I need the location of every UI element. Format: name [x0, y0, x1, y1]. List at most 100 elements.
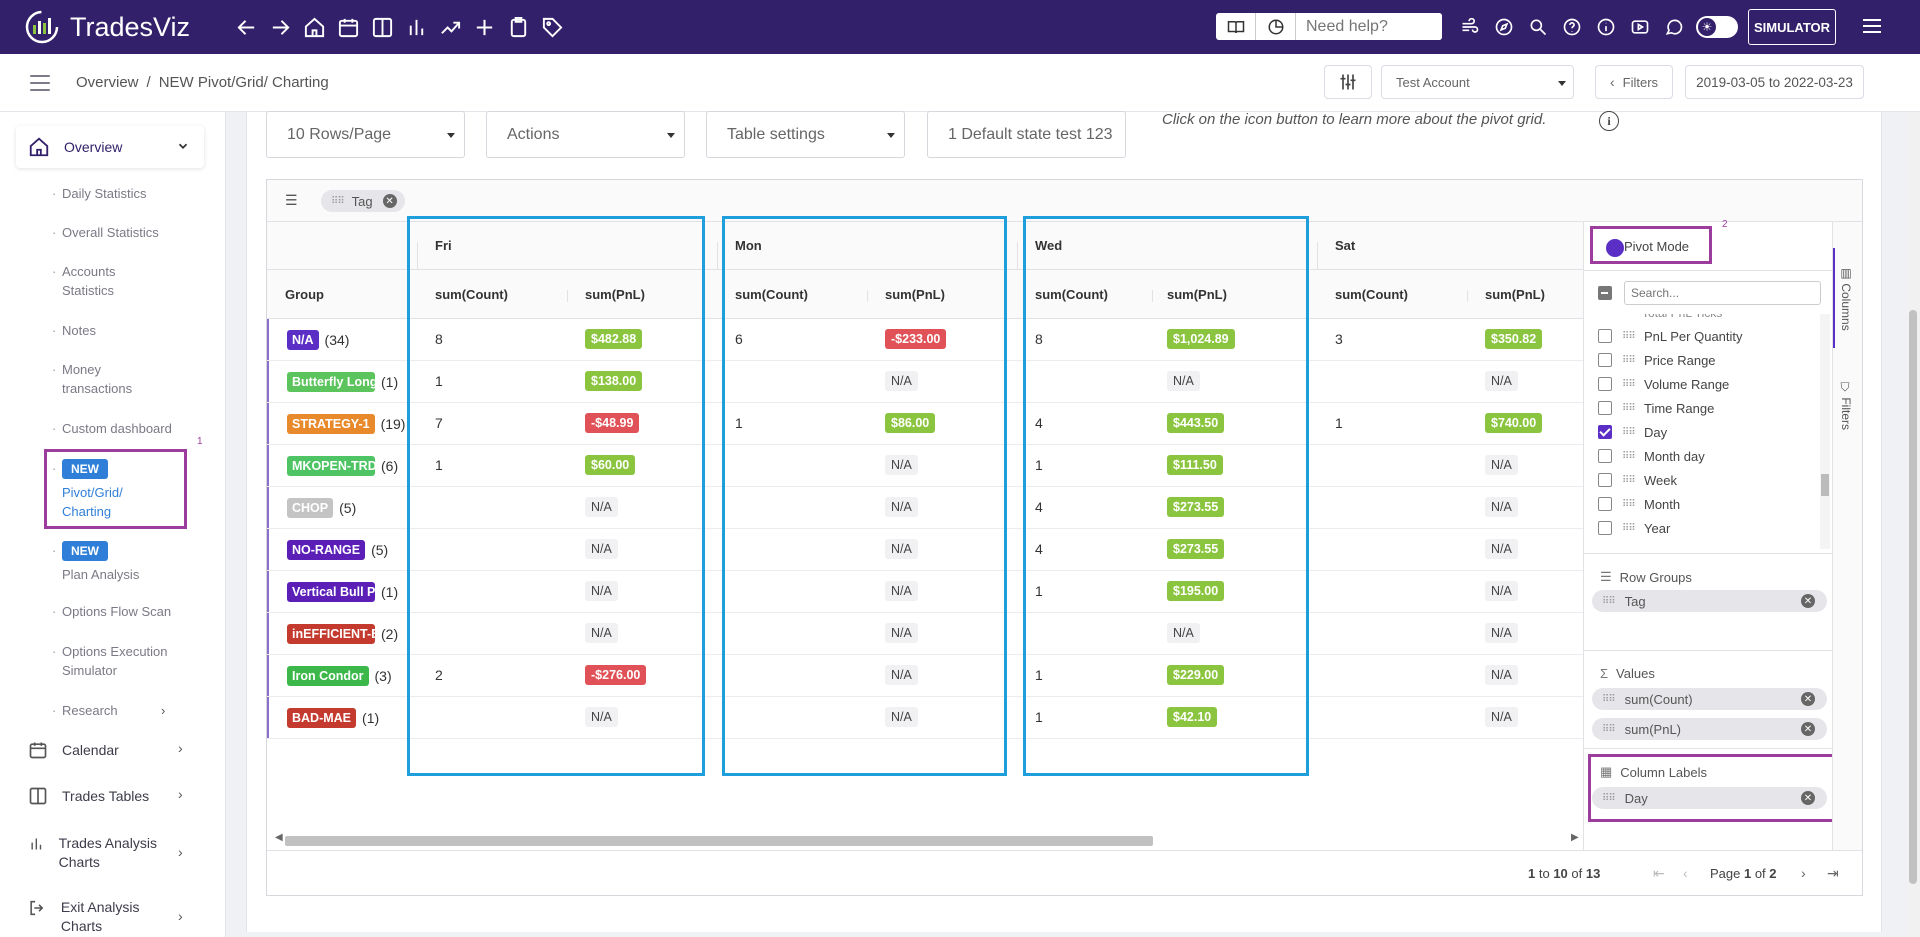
pnl-cell[interactable]: $60.00	[585, 455, 636, 475]
list-icon[interactable]: ☰	[285, 192, 298, 208]
video-icon[interactable]	[1626, 14, 1654, 40]
scrollbar-thumb[interactable]	[285, 836, 1153, 846]
pnl-cell[interactable]: $273.55	[1167, 539, 1225, 559]
pnl-cell[interactable]: N/A	[585, 539, 618, 559]
column-list-item[interactable]: ⠿⠿ Day	[1598, 420, 1667, 444]
sidebar-toggle-icon[interactable]	[30, 74, 50, 91]
book-icon[interactable]	[1216, 13, 1256, 40]
count-cell[interactable]: 6	[735, 331, 743, 347]
count-cell[interactable]: 1	[435, 373, 443, 389]
rows-per-page-select[interactable]: 10 Rows/Page	[266, 111, 465, 158]
pnl-cell[interactable]: $443.50	[1167, 413, 1225, 433]
last-page-icon[interactable]: ⇥	[1827, 865, 1839, 881]
pnl-cell[interactable]: $42.10	[1167, 707, 1218, 727]
columns-icon[interactable]	[365, 7, 399, 47]
sidebar-item-options-flow[interactable]: · Options Flow Scan	[52, 604, 172, 619]
table-row[interactable]: STRATEGY-1 (19) 7 -$48.99 1 $86.00 4 $443.50 1 $7…	[267, 403, 1583, 445]
sum-count-header[interactable]: sum(Count)	[1335, 287, 1408, 302]
pnl-cell[interactable]: N/A	[585, 623, 618, 643]
count-cell[interactable]: 1	[735, 415, 743, 431]
column-list-item[interactable]: ⠿⠿ Year	[1598, 516, 1670, 540]
pnl-cell[interactable]: $195.00	[1167, 581, 1225, 601]
tab-columns[interactable]: ▥ Columns	[1839, 266, 1853, 331]
group-cell[interactable]: CHOP (5)	[267, 487, 417, 528]
sum-count-header[interactable]: sum(Count)	[735, 287, 808, 302]
table-row[interactable]: N/A (34) 8 $482.88 6 -$233.00 8 $1,024.89 3 $350.…	[267, 319, 1583, 361]
pnl-cell[interactable]: N/A	[585, 497, 618, 517]
table-row[interactable]: NO-RANGE (5) N/A N/A 4 $273.55 N/A	[267, 529, 1583, 571]
group-cell[interactable]: MKOPEN-TRD (6)	[267, 445, 417, 486]
column-checkbox[interactable]	[1598, 497, 1612, 511]
brand[interactable]: TradesViz	[24, 9, 219, 45]
pnl-cell[interactable]: N/A	[1485, 371, 1518, 391]
group-cell[interactable]: Butterfly Long (1)	[267, 361, 417, 402]
sidebar-item-overall-statistics[interactable]: · Overall Statistics	[52, 225, 159, 240]
table-row[interactable]: Vertical Bull P (1) N/A N/A 1 $195.00 N/A	[267, 571, 1583, 613]
sidebar-item-trades-tables[interactable]: Trades Tables	[28, 786, 149, 806]
table-row[interactable]: MKOPEN-TRD (6) 1 $60.00 N/A 1 $111.50 N/A	[267, 445, 1583, 487]
table-settings-select[interactable]: Table settings	[706, 111, 905, 158]
table-row[interactable]: CHOP (5) N/A N/A 4 $273.55 N/A	[267, 487, 1583, 529]
column-checkbox[interactable]	[1598, 425, 1612, 439]
column-list-item[interactable]: ⠿⠿ Week	[1598, 468, 1677, 492]
pnl-cell[interactable]: N/A	[1485, 539, 1518, 559]
sidebar-item-options-execution[interactable]: · Options Execution Simulator	[52, 644, 168, 678]
column-search-input[interactable]	[1624, 281, 1821, 305]
sum-pnl-header[interactable]: sum(PnL)	[1485, 287, 1545, 302]
settings-sliders-button[interactable]	[1324, 65, 1372, 99]
pnl-cell[interactable]: -$48.99	[585, 413, 640, 433]
pnl-cell[interactable]: $1,024.89	[1167, 329, 1235, 349]
help-circle-icon[interactable]	[1558, 14, 1586, 40]
column-list-item[interactable]: ⠿⠿ Time Range	[1598, 396, 1714, 420]
count-cell[interactable]: 1	[1035, 709, 1043, 725]
sidebar-item-custom-dashboard[interactable]: · Custom dashboard	[52, 421, 172, 436]
column-list-scrollbar[interactable]	[1820, 314, 1830, 549]
pnl-cell[interactable]: $740.00	[1485, 413, 1543, 433]
group-cell[interactable]: STRATEGY-1 (19)	[267, 403, 417, 444]
sidebar-item-daily-statistics[interactable]: · Daily Statistics	[52, 186, 147, 201]
count-cell[interactable]: 1	[1035, 583, 1043, 599]
remove-icon[interactable]: ✕	[1801, 692, 1815, 706]
count-cell[interactable]: 1	[1035, 667, 1043, 683]
pnl-cell[interactable]: N/A	[1167, 371, 1200, 391]
column-list-item[interactable]: ⠿⠿ Volume Range	[1598, 372, 1729, 396]
day-header-wed[interactable]: Wed	[1035, 238, 1063, 253]
column-checkbox[interactable]	[1598, 329, 1612, 343]
scroll-right-icon[interactable]: ▶	[1571, 832, 1579, 843]
column-list-item[interactable]: ⠿⠿ Month	[1598, 492, 1680, 516]
pnl-cell[interactable]: -$276.00	[585, 665, 647, 685]
count-cell[interactable]: 1	[1335, 415, 1343, 431]
table-row[interactable]: Iron Condor (3) 2 -$276.00 N/A 1 $229.00 N/A	[267, 655, 1583, 697]
compass-icon[interactable]	[1490, 14, 1518, 40]
remove-icon[interactable]: ✕	[382, 194, 397, 208]
simulator-button[interactable]: SIMULATOR	[1748, 9, 1836, 45]
group-cell[interactable]: inEFFICIENT-E (2)	[267, 613, 417, 654]
next-page-icon[interactable]: ›	[1801, 865, 1806, 881]
group-cell[interactable]: BAD-MAE (1)	[267, 697, 417, 738]
chat-icon[interactable]	[1660, 14, 1688, 40]
pnl-cell[interactable]: N/A	[1485, 581, 1518, 601]
info-icon[interactable]: i	[1599, 111, 1619, 131]
sum-count-header[interactable]: sum(Count)	[1035, 287, 1108, 302]
tab-filters[interactable]: ⛉ Filters	[1839, 382, 1853, 430]
sidebar-item-notes[interactable]: · Notes	[52, 323, 96, 338]
sidebar-item-exit-analysis-charts[interactable]: Exit Analysis Charts	[28, 898, 178, 936]
previous-page-icon[interactable]: ‹	[1683, 865, 1688, 881]
pnl-cell[interactable]: N/A	[885, 623, 918, 643]
pnl-cell[interactable]: N/A	[1485, 497, 1518, 517]
state-select[interactable]: 1 Default state test 123	[927, 111, 1126, 158]
sidebar-item-pivot-grid[interactable]: · NEW Pivot/Grid/ Charting	[52, 459, 142, 521]
remove-icon[interactable]: ✕	[1801, 594, 1815, 608]
sidebar-item-calendar[interactable]: Calendar	[28, 740, 119, 760]
bar-chart-icon[interactable]	[399, 7, 433, 47]
pnl-cell[interactable]: N/A	[585, 581, 618, 601]
count-cell[interactable]: 1	[1035, 457, 1043, 473]
column-checkbox[interactable]	[1598, 473, 1612, 487]
column-list-item[interactable]: ⠿⠿ Month day	[1598, 444, 1705, 468]
pnl-cell[interactable]: $86.00	[885, 413, 936, 433]
sidebar-item-accounts-statistics[interactable]: · Accounts Statistics	[52, 264, 116, 298]
day-header-mon[interactable]: Mon	[735, 238, 762, 253]
value-chip[interactable]: ⠿⠿ sum(PnL) ✕	[1592, 718, 1827, 740]
table-row[interactable]: inEFFICIENT-E (2) N/A N/A N/A N/A	[267, 613, 1583, 655]
table-row[interactable]: BAD-MAE (1) N/A N/A 1 $42.10 N/A	[267, 697, 1583, 739]
